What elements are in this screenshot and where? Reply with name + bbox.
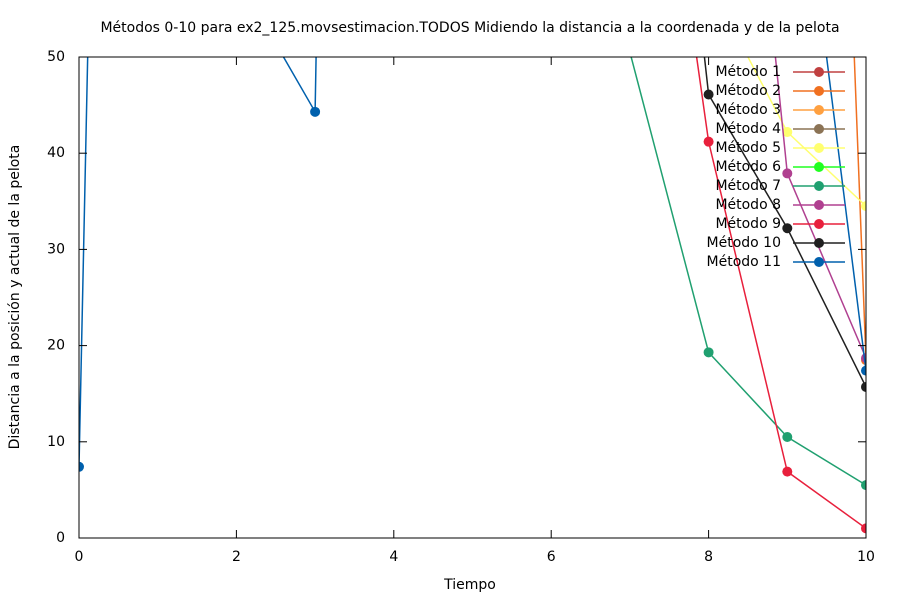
legend-marker xyxy=(814,181,824,191)
legend-marker xyxy=(814,105,824,115)
y-tick-label: 40 xyxy=(47,145,65,161)
legend-marker xyxy=(814,257,824,267)
y-tick-label: 50 xyxy=(47,49,65,65)
legend-marker xyxy=(814,162,824,172)
x-tick-label: 2 xyxy=(232,549,241,565)
data-point xyxy=(782,223,793,234)
data-point xyxy=(703,89,714,100)
legend-label: Método 1 xyxy=(715,64,781,80)
y-tick-label: 10 xyxy=(47,434,65,450)
y-tick-label: 20 xyxy=(47,338,65,354)
legend-label: Método 3 xyxy=(715,102,781,118)
x-axis-label: Tiempo xyxy=(443,577,496,593)
legend-label: Método 10 xyxy=(707,235,781,251)
legend-marker xyxy=(814,124,824,134)
x-tick-label: 0 xyxy=(75,549,84,565)
data-point xyxy=(703,136,714,147)
legend-marker xyxy=(814,219,824,229)
y-axis-label: Distancia a la posición y actual de la p… xyxy=(7,145,23,450)
data-point xyxy=(703,347,714,358)
legend-label: Método 7 xyxy=(715,178,781,194)
legend-label: Método 8 xyxy=(715,197,781,213)
legend-marker xyxy=(814,200,824,210)
legend-marker xyxy=(814,143,824,153)
legend-marker xyxy=(814,238,824,248)
series-line xyxy=(695,57,866,529)
series-line xyxy=(703,57,866,388)
plot-area xyxy=(79,57,866,534)
legend-label: Método 11 xyxy=(707,254,781,270)
x-tick-label: 4 xyxy=(389,549,398,565)
legend-marker xyxy=(814,86,824,96)
legend-label: Método 5 xyxy=(715,140,781,156)
x-tick-label: 8 xyxy=(704,549,713,565)
data-point xyxy=(861,365,866,376)
x-tick-label: 10 xyxy=(857,549,875,565)
data-point xyxy=(782,127,793,138)
data-point xyxy=(782,466,793,477)
legend-label: Método 9 xyxy=(715,216,781,232)
plot-border xyxy=(78,56,867,539)
x-tick-label: 6 xyxy=(547,549,556,565)
chart-title: Métodos 0-10 para ex2_125.movsestimacion… xyxy=(100,20,839,36)
data-point xyxy=(782,431,793,442)
data-point xyxy=(310,106,321,117)
legend-label: Método 2 xyxy=(715,83,781,99)
data-point xyxy=(782,168,793,179)
legend-label: Método 6 xyxy=(715,159,781,175)
data-point xyxy=(861,201,866,212)
y-tick-label: 30 xyxy=(47,241,65,257)
legend-marker xyxy=(814,67,824,77)
series-line xyxy=(630,57,866,486)
data-point xyxy=(861,480,866,491)
y-tick-label: 0 xyxy=(56,530,65,546)
data-point xyxy=(79,461,84,472)
legend-label: Método 4 xyxy=(715,121,781,137)
data-point xyxy=(861,523,866,534)
data-point xyxy=(861,381,866,392)
